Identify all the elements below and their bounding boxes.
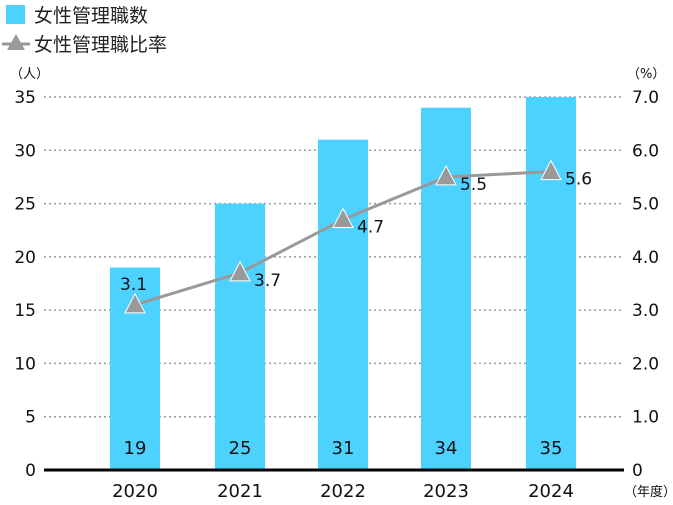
ratio-point-label: 5.5 (460, 175, 487, 195)
ratio-line-series: 3.1 3.7 4.7 5.5 5.6 (120, 159, 592, 314)
y-right-tick-label: 5.0 (632, 195, 659, 215)
bar-value-labels: 19 25 31 34 35 (124, 438, 563, 459)
y-left-tick-label: 25 (14, 195, 36, 215)
y-left-tick-label: 30 (14, 141, 36, 161)
y-left-tick-label: 35 (14, 88, 36, 108)
ratio-point-triangle (435, 164, 457, 186)
legend-triangle-icon (7, 34, 25, 50)
y-right-tick-label: 4.0 (632, 248, 659, 268)
x-tick-label: 2022 (320, 481, 366, 502)
bar-value-label: 25 (229, 438, 252, 459)
bar-value-label: 19 (124, 438, 147, 459)
bar (318, 139, 368, 470)
x-tick-labels: 2020 2021 2022 2023 2024 (112, 481, 574, 502)
bar-value-label: 31 (332, 438, 355, 459)
ratio-point-triangle (540, 159, 562, 181)
y-left-tick-label: 20 (14, 248, 36, 268)
y-right-tick-label: 7.0 (632, 88, 659, 108)
bar (526, 97, 576, 470)
bars (110, 97, 576, 471)
bar (215, 203, 265, 471)
ratio-point-triangle (332, 207, 354, 229)
y-left-tick-label: 15 (14, 301, 36, 321)
y-right-tick-label: 0 (632, 461, 643, 481)
ratio-point-triangle (229, 260, 251, 282)
y-right-tick-label: 1.0 (632, 408, 659, 428)
legend-bar-swatch (6, 5, 25, 24)
x-unit: （年度） (624, 484, 673, 500)
bar (421, 107, 471, 471)
y-right-tick-label: 3.0 (632, 301, 659, 321)
legend-line-label: 女性管理職比率 (34, 34, 167, 56)
y-left-ticks: 0 5 10 15 20 25 30 35 (14, 88, 36, 481)
x-tick-label: 2020 (112, 481, 158, 502)
y-right-tick-label: 6.0 (632, 141, 659, 161)
legend-bar-label: 女性管理職数 (34, 5, 148, 27)
ratio-point-label: 5.6 (565, 170, 592, 190)
bar-value-label: 34 (435, 438, 458, 459)
y-left-tick-label: 10 (14, 354, 36, 374)
x-tick-label: 2024 (528, 481, 574, 502)
ratio-point-label: 3.7 (254, 271, 281, 291)
y-left-tick-label: 0 (25, 461, 36, 481)
legend: 女性管理職数 女性管理職比率 (2, 5, 167, 56)
x-tick-label: 2023 (423, 481, 469, 502)
ratio-point-triangle (124, 292, 146, 314)
bar-value-label: 35 (540, 438, 563, 459)
y-left-unit: （人） (10, 67, 49, 82)
y-right-tick-label: 2.0 (632, 354, 659, 374)
y-right-unit: （%） (627, 67, 665, 82)
y-right-ticks: 0 1.0 2.0 3.0 4.0 5.0 6.0 7.0 (632, 88, 659, 481)
ratio-point-label: 4.7 (357, 218, 384, 238)
ratio-point-label: 3.1 (120, 275, 147, 295)
y-left-tick-label: 5 (25, 408, 36, 428)
x-tick-label: 2021 (217, 481, 263, 502)
